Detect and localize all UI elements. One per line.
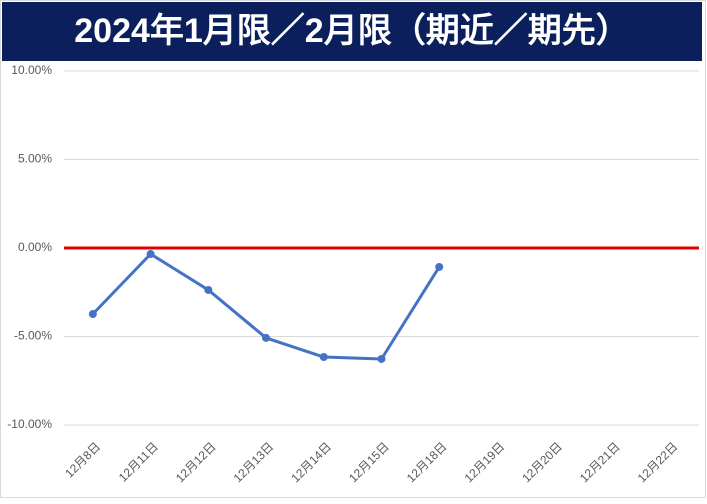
data-point [88,310,97,319]
data-point [204,285,213,294]
title-bar [2,2,702,61]
y-tick-label: -10.00% [7,417,52,431]
chart-title: 2024年1月限／2月限（期近／期先） [74,11,629,50]
y-tick-label: 5.00% [18,152,52,166]
data-point [435,262,444,271]
y-tick-label: 0.00% [18,240,52,254]
y-tick-label: 10.00% [11,63,52,77]
data-point [146,250,155,259]
data-point [262,333,271,342]
data-point [377,354,386,363]
data-point [319,353,328,362]
y-tick-label: -5.00% [14,329,52,343]
